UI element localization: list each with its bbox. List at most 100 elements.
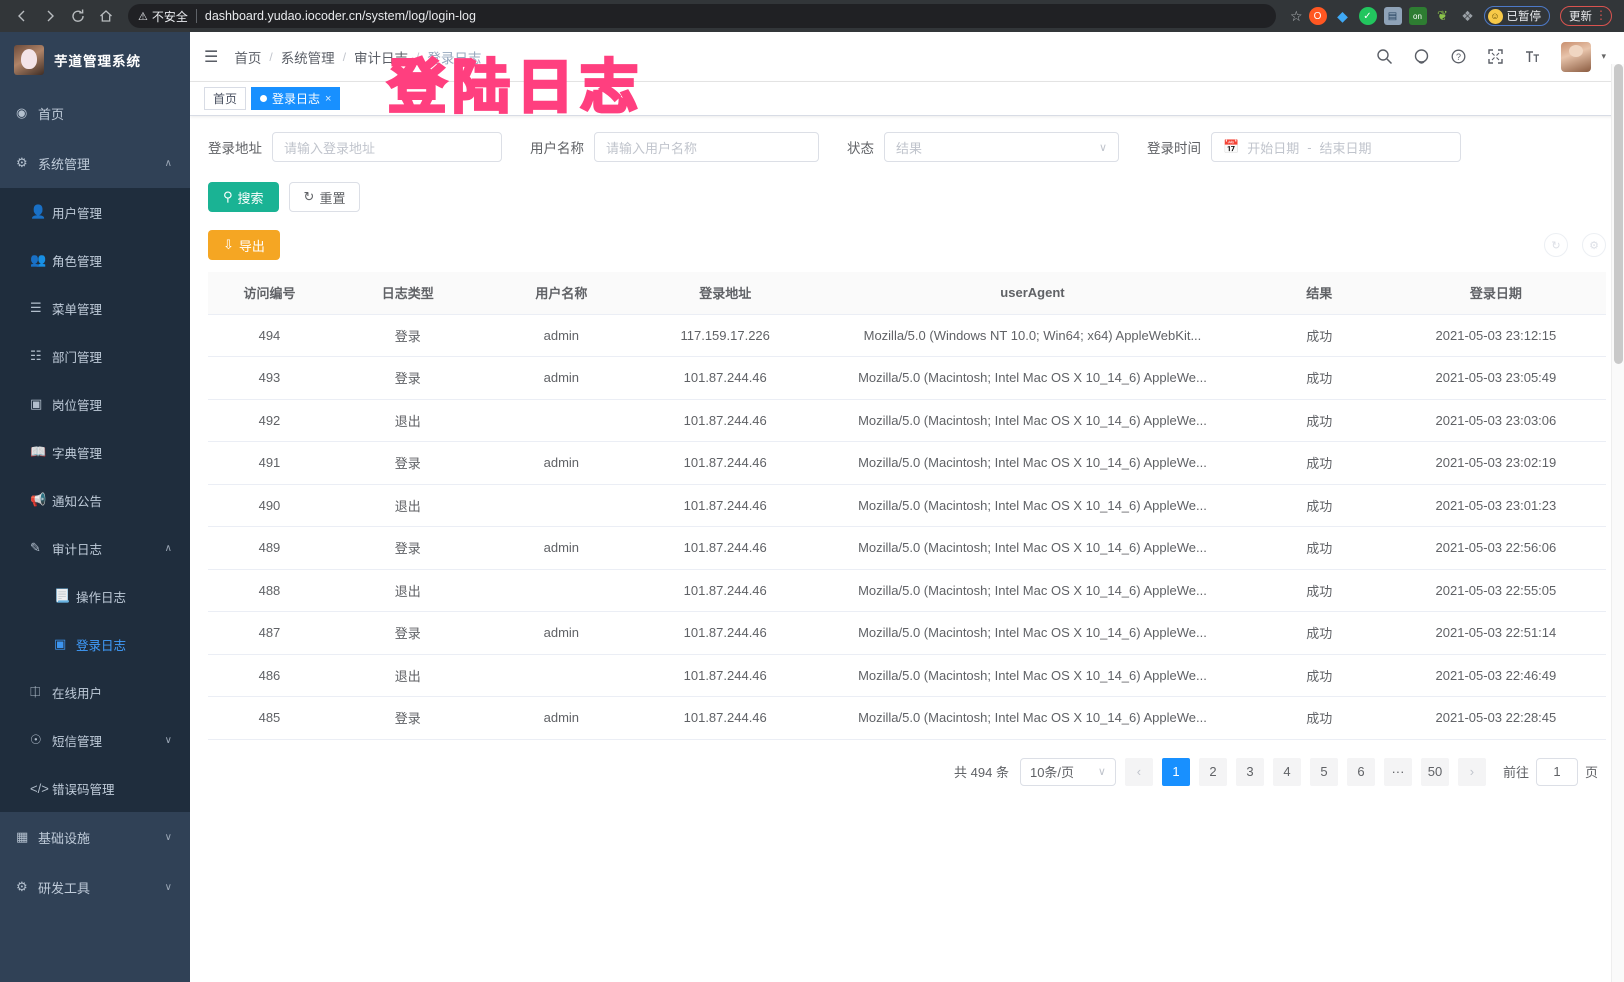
sidebar-item-posts[interactable]: ▣ 岗位管理	[0, 380, 190, 428]
pause-status-badge[interactable]: ☺ 已暂停	[1483, 6, 1550, 26]
fullscreen-icon[interactable]	[1487, 48, 1504, 65]
pagination-page-6[interactable]: 6	[1346, 757, 1375, 786]
kebab-menu-icon[interactable]: ⋮	[1595, 8, 1607, 23]
pagination-page-5[interactable]: 5	[1309, 757, 1338, 786]
update-button[interactable]: 更新 ⋮	[1560, 6, 1612, 26]
table-row[interactable]: 487 登录 admin 101.87.244.46 Mozilla/5.0 (…	[208, 611, 1606, 655]
scrollbar-thumb[interactable]	[1614, 64, 1623, 364]
table-row[interactable]: 491 登录 admin 101.87.244.46 Mozilla/5.0 (…	[208, 441, 1606, 485]
table-row[interactable]: 490 退出 101.87.244.46 Mozilla/5.0 (Macint…	[208, 484, 1606, 527]
sidebar-item-error-code[interactable]: </> 错误码管理	[0, 764, 190, 812]
sidebar-item-login-log[interactable]: ▣ 登录日志	[0, 620, 190, 668]
tag-home[interactable]: 首页	[204, 87, 247, 110]
sidebar-item-home[interactable]: ◉ 首页	[0, 88, 190, 138]
pagination-page-4[interactable]: 4	[1272, 757, 1301, 786]
leaf-extension-icon[interactable]: ❦	[1437, 8, 1448, 23]
cell-username: admin	[484, 441, 639, 485]
column-settings-icon[interactable]: ⚙	[1582, 233, 1606, 257]
audit-icon: ✎	[30, 540, 41, 555]
github-icon[interactable]	[1413, 48, 1430, 65]
opera-extension-icon[interactable]: O	[1308, 7, 1327, 25]
pagination-ellipsis[interactable]: ···	[1383, 757, 1412, 786]
sidebar-item-notice[interactable]: 📢 通知公告	[0, 476, 190, 524]
sidebar-item-operation-log[interactable]: 📃 操作日志	[0, 572, 190, 620]
cell-address: 101.87.244.46	[638, 441, 813, 485]
cell-result: 成功	[1252, 696, 1386, 740]
page-scrollbar[interactable]	[1611, 64, 1624, 982]
table-row[interactable]: 488 退出 101.87.244.46 Mozilla/5.0 (Macint…	[208, 569, 1606, 612]
reset-button[interactable]: ↻ 重置	[288, 182, 361, 212]
user-avatar[interactable]	[1561, 41, 1592, 72]
sidebar-item-audit-log[interactable]: ✎ 审计日志 ∧	[0, 524, 190, 572]
status-select[interactable]: 结果 ∨	[884, 132, 1119, 162]
pagination-next-button[interactable]: ›	[1457, 757, 1486, 786]
cell-result: 成功	[1252, 484, 1386, 527]
export-button[interactable]: ⇩ 导出	[208, 230, 280, 260]
sidebar-item-users[interactable]: 👤 用户管理	[0, 188, 190, 236]
column-header-username[interactable]: 用户名称	[484, 272, 639, 315]
breadcrumb-item-current: 登录日志	[427, 50, 482, 66]
bookmark-star-icon[interactable]: ☆	[1289, 7, 1303, 24]
table-row[interactable]: 492 退出 101.87.244.46 Mozilla/5.0 (Macint…	[208, 399, 1606, 442]
search-button[interactable]: ⚲ 搜索	[208, 182, 279, 212]
sidebar-item-online-users[interactable]: ⎅ 在线用户	[0, 668, 190, 716]
pagination-prev-button[interactable]: ‹	[1124, 757, 1153, 786]
font-size-icon[interactable]	[1524, 48, 1541, 65]
help-icon[interactable]: ?	[1450, 48, 1467, 65]
login-address-input[interactable]: 请输入登录地址	[272, 132, 502, 162]
puzzle-extension-icon[interactable]: ❖	[1461, 7, 1474, 24]
table-row[interactable]: 494 登录 admin 117.159.17.226 Mozilla/5.0 …	[208, 314, 1606, 357]
sidebar-item-dictionary[interactable]: 📖 字典管理	[0, 428, 190, 476]
pagination-page-2[interactable]: 2	[1198, 757, 1227, 786]
table-row[interactable]: 493 登录 admin 101.87.244.46 Mozilla/5.0 (…	[208, 356, 1606, 400]
address-bar[interactable]: ⚠ 不安全 dashboard.yudao.iocoder.cn/system/…	[128, 4, 1276, 28]
diamond-extension-icon[interactable]: ◆	[1337, 7, 1348, 24]
sidebar-item-roles[interactable]: 👥 角色管理	[0, 236, 190, 284]
breadcrumb-item-home[interactable]: 首页	[234, 50, 262, 66]
tag-login-log[interactable]: 登录日志 ×	[251, 87, 341, 110]
back-arrow-icon[interactable]	[8, 2, 36, 30]
column-header-date[interactable]: 登录日期	[1385, 272, 1606, 315]
refresh-table-icon[interactable]: ↻	[1544, 233, 1568, 257]
table-header-row: 访问编号 日志类型 用户名称 登录地址 userAgent 结果 登录日期	[208, 272, 1606, 315]
start-date-input[interactable]: 开始日期	[1247, 140, 1300, 156]
pagination-jump-input[interactable]: 1	[1535, 757, 1578, 786]
pagination-page-last[interactable]: 50	[1420, 757, 1449, 786]
table-row[interactable]: 485 登录 admin 101.87.244.46 Mozilla/5.0 (…	[208, 696, 1606, 740]
sidebar-logo[interactable]: 芋道管理系统	[0, 32, 190, 88]
breadcrumb-item-audit[interactable]: 审计日志	[354, 50, 409, 66]
sidebar-item-departments[interactable]: ☷ 部门管理	[0, 332, 190, 380]
search-actions: ⚲ 搜索 ↻ 重置	[208, 182, 1606, 212]
chevron-down-icon: ∨	[1097, 766, 1106, 778]
search-icon[interactable]	[1376, 48, 1393, 65]
reload-icon[interactable]	[64, 2, 92, 30]
chevron-down-icon[interactable]: ▾	[1601, 51, 1606, 61]
end-date-input[interactable]: 结束日期	[1319, 140, 1372, 156]
forward-arrow-icon[interactable]	[36, 2, 64, 30]
json-extension-icon[interactable]: on	[1408, 7, 1427, 25]
column-header-address[interactable]: 登录地址	[638, 272, 813, 315]
page-size-select[interactable]: 10条/页 ∨	[1019, 757, 1116, 786]
pagination-page-1[interactable]: 1	[1161, 757, 1190, 786]
column-header-type[interactable]: 日志类型	[330, 272, 485, 315]
sidebar-item-infrastructure[interactable]: ▦ 基础设施 ∨	[0, 812, 190, 862]
cell-useragent: Mozilla/5.0 (Macintosh; Intel Mac OS X 1…	[812, 696, 1253, 740]
hamburger-menu-icon[interactable]: ☰	[204, 48, 219, 66]
home-icon[interactable]	[92, 2, 120, 30]
breadcrumb-item-system[interactable]: 系统管理	[280, 50, 335, 66]
close-icon[interactable]: ×	[325, 92, 332, 105]
sidebar-item-menus[interactable]: ☰ 菜单管理	[0, 284, 190, 332]
wechat-extension-icon[interactable]: ✓	[1358, 7, 1377, 25]
table-row[interactable]: 486 退出 101.87.244.46 Mozilla/5.0 (Macint…	[208, 654, 1606, 697]
column-header-id[interactable]: 访问编号	[208, 272, 331, 315]
clipboard-extension-icon[interactable]: ▤	[1383, 7, 1402, 25]
sidebar-item-sms[interactable]: ☉ 短信管理 ∨	[0, 716, 190, 764]
username-input[interactable]: 请输入用户名称	[594, 132, 819, 162]
pagination-page-3[interactable]: 3	[1235, 757, 1264, 786]
sidebar-item-dev-tools[interactable]: ⚙ 研发工具 ∨	[0, 862, 190, 912]
column-header-result[interactable]: 结果	[1252, 272, 1386, 315]
column-header-useragent[interactable]: userAgent	[812, 272, 1253, 315]
sidebar-item-system[interactable]: ⚙ 系统管理 ∧	[0, 138, 190, 188]
table-row[interactable]: 489 登录 admin 101.87.244.46 Mozilla/5.0 (…	[208, 526, 1606, 570]
login-time-daterange[interactable]: 📅 开始日期 - 结束日期	[1211, 132, 1461, 162]
